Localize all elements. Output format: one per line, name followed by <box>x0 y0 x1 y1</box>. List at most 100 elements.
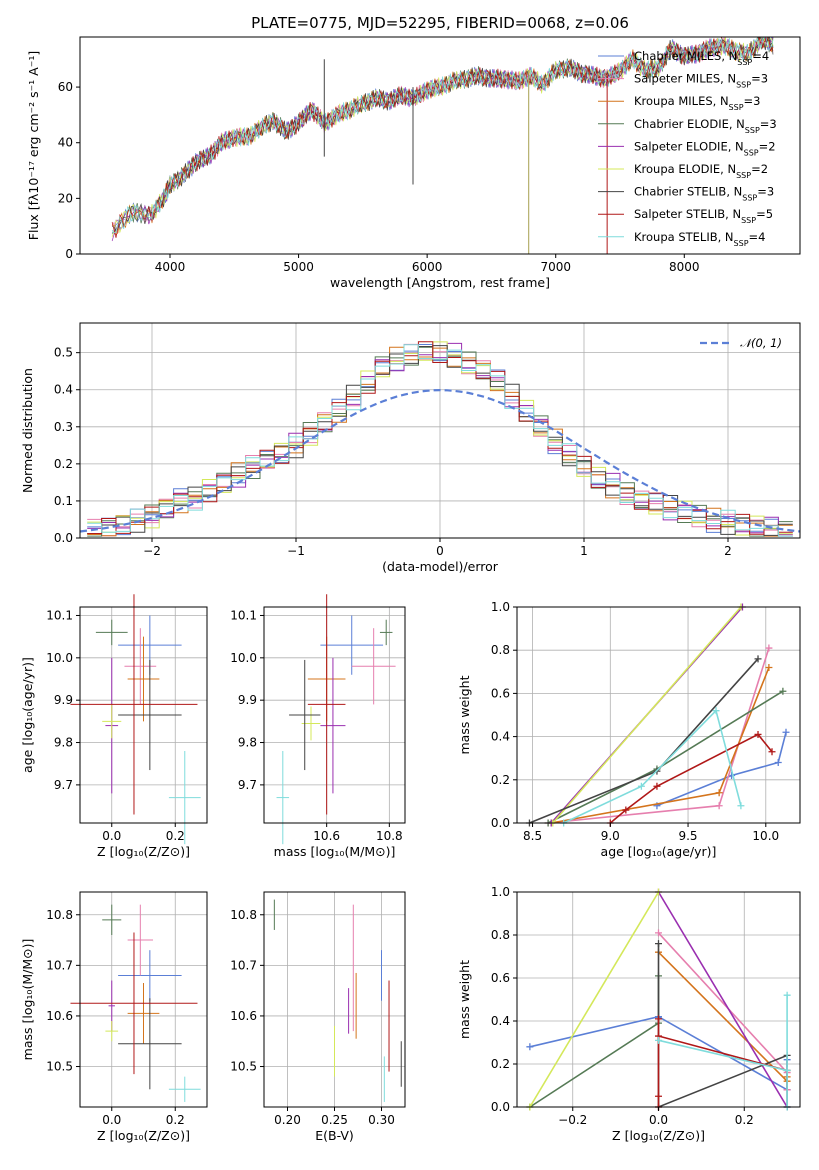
y-tick-label: 60 <box>58 80 73 94</box>
normal-curve <box>79 388 801 533</box>
weight-point-marker <box>782 728 790 736</box>
weight-point-marker <box>754 655 762 663</box>
plot-area <box>517 607 800 823</box>
x-axis-label: wavelength [Angstrom, rest frame] <box>330 275 550 290</box>
x-tick-label: 8.5 <box>523 829 542 843</box>
spectrum-panel: 4000 5000 6000 7000 8000 0 20 40 60 wavelength [A… <box>26 14 801 290</box>
y-tick-label: 10.1 <box>230 608 257 622</box>
age-vs-metallicity-panel: 0.0 0.2 9.7 9.8 9.9 10.0 10.1 Z [log₁₀(Z/Z⊙)] ag… <box>20 594 208 859</box>
x-axis-label: age [log₁₀(age/yr)] <box>601 844 717 859</box>
x-tick-label: 10.6 <box>313 829 340 843</box>
y-tick-label: 9.8 <box>54 736 73 750</box>
y-tick-label: 0.0 <box>491 1100 510 1114</box>
mass-vs-extinction-panel: 0.20 0.25 0.30 10.5 10.6 10.7 10.8 E(B-V) <box>230 891 406 1143</box>
weight-point-marker <box>754 730 762 738</box>
legend-entry: Chabrier ELODIE, NSSP=3 <box>634 117 777 135</box>
x-tick-label: 10.0 <box>752 829 779 843</box>
x-axis-label: (data-model)/error <box>382 559 499 574</box>
weight-point-marker <box>779 687 787 695</box>
weight-series-line <box>658 995 788 1107</box>
weight-series-line <box>552 606 742 824</box>
y-axis-label: mass weight <box>457 960 472 1039</box>
y-tick-label: 0.8 <box>491 643 510 657</box>
weight-series-line <box>656 732 787 807</box>
y-tick-label: 0 <box>65 247 73 261</box>
weight-point-marker <box>783 1066 791 1074</box>
x-tick-label: 0.2 <box>166 1113 185 1127</box>
weight-point-marker <box>655 929 662 937</box>
y-tick-label: 10.0 <box>46 651 73 665</box>
legend-entry: Kroupa ELODIE, NSSP=2 <box>634 162 768 180</box>
x-tick-label: −2 <box>143 544 161 558</box>
weight-point-marker <box>622 806 630 814</box>
weight-point-marker <box>774 759 782 767</box>
x-tick-label: 0.2 <box>166 829 185 843</box>
x-tick-label: 8000 <box>669 260 700 274</box>
y-tick-label: 1.0 <box>491 885 510 899</box>
legend-entry: Salpeter MILES, NSSP=3 <box>634 72 768 90</box>
x-tick-label: 0.0 <box>102 1113 121 1127</box>
weight-point-marker <box>737 802 745 810</box>
x-tick-label: 0.20 <box>274 1113 301 1127</box>
x-tick-label: 1 <box>580 544 588 558</box>
residual-histogram-panel: −2 −1 0 1 2 0.0 0.1 0.2 0.3 0.4 0.5 (data-model)/er… <box>20 322 801 574</box>
histogram-step <box>87 342 793 536</box>
weight-point-marker <box>655 1036 662 1044</box>
y-tick-label: 0.4 <box>491 730 510 744</box>
weight-point-marker <box>653 782 661 790</box>
weight-series-line <box>563 709 742 824</box>
legend-entry: Salpeter ELODIE, NSSP=2 <box>634 139 776 157</box>
weight-point-marker <box>715 789 723 797</box>
y-axis-label: Normed distribution <box>20 368 35 493</box>
histogram-step <box>87 341 793 535</box>
x-tick-label: 0.30 <box>368 1113 395 1127</box>
legend-entry: Chabrier STELIB, NSSP=3 <box>634 185 774 203</box>
y-tick-label: 10.0 <box>230 651 257 665</box>
y-tick-label: 1.0 <box>491 600 510 614</box>
y-tick-label: 0.8 <box>491 928 510 942</box>
y-tick-label: 0.0 <box>491 816 510 830</box>
legend-entry: Kroupa STELIB, NSSP=4 <box>634 230 765 248</box>
y-tick-label: 0.4 <box>54 383 73 397</box>
x-axis-label: mass [log₁₀(M/M⊙)] <box>274 844 396 859</box>
x-tick-label: 9.0 <box>601 829 620 843</box>
y-axis-label: Flux [fλ10⁻¹⁷ erg cm⁻² s⁻¹ A⁻¹] <box>26 51 41 240</box>
weight-series-line <box>529 891 660 1108</box>
y-tick-label: 9.9 <box>54 693 73 707</box>
weight-point-marker <box>655 940 662 948</box>
weight-point-marker <box>655 1015 662 1023</box>
age-vs-mass-panel: 10.6 10.8 9.7 9.8 9.9 10.0 10.1 mass [log₁₀(M/M… <box>230 594 406 859</box>
x-tick-label: 2 <box>724 544 732 558</box>
x-tick-label: 6000 <box>412 260 443 274</box>
weight-point-marker <box>526 1043 534 1051</box>
y-axis-label: mass weight <box>457 675 472 754</box>
x-tick-label: 0.2 <box>735 1113 754 1127</box>
weight-point-marker <box>712 707 720 715</box>
legend-entry: Salpeter STELIB, NSSP=5 <box>634 207 773 225</box>
weight-point-marker <box>655 1092 662 1100</box>
y-tick-label: 0.4 <box>491 1014 510 1028</box>
y-axis-label: age [log₁₀(age/yr)] <box>20 657 35 773</box>
weight-point-marker <box>765 663 773 671</box>
weight-point-marker <box>765 644 773 652</box>
x-axis-label: Z [log₁₀(Z/Z⊙)] <box>612 1128 705 1143</box>
y-tick-label: 40 <box>58 136 73 150</box>
plot-area <box>264 607 405 823</box>
x-axis-label: Z [log₁₀(Z/Z⊙)] <box>97 1128 190 1143</box>
histogram-step <box>87 344 793 537</box>
x-tick-label: 9.5 <box>678 829 697 843</box>
weight-point-marker <box>768 748 776 756</box>
y-tick-label: 9.7 <box>238 778 257 792</box>
y-tick-label: 10.5 <box>46 1060 73 1074</box>
y-tick-label: 9.7 <box>54 778 73 792</box>
y-axis-label: mass [log₁₀(M/M⊙)] <box>20 939 35 1061</box>
plot-frame <box>516 606 801 824</box>
y-tick-label: 0.2 <box>491 773 510 787</box>
y-tick-label: 0.2 <box>54 457 73 471</box>
y-tick-label: 10.6 <box>46 1009 73 1023</box>
histogram-step <box>87 346 793 537</box>
y-tick-label: 9.9 <box>238 693 257 707</box>
x-tick-label: 10.8 <box>376 829 403 843</box>
plot-frame <box>79 606 208 824</box>
x-tick-label: 0.25 <box>321 1113 348 1127</box>
